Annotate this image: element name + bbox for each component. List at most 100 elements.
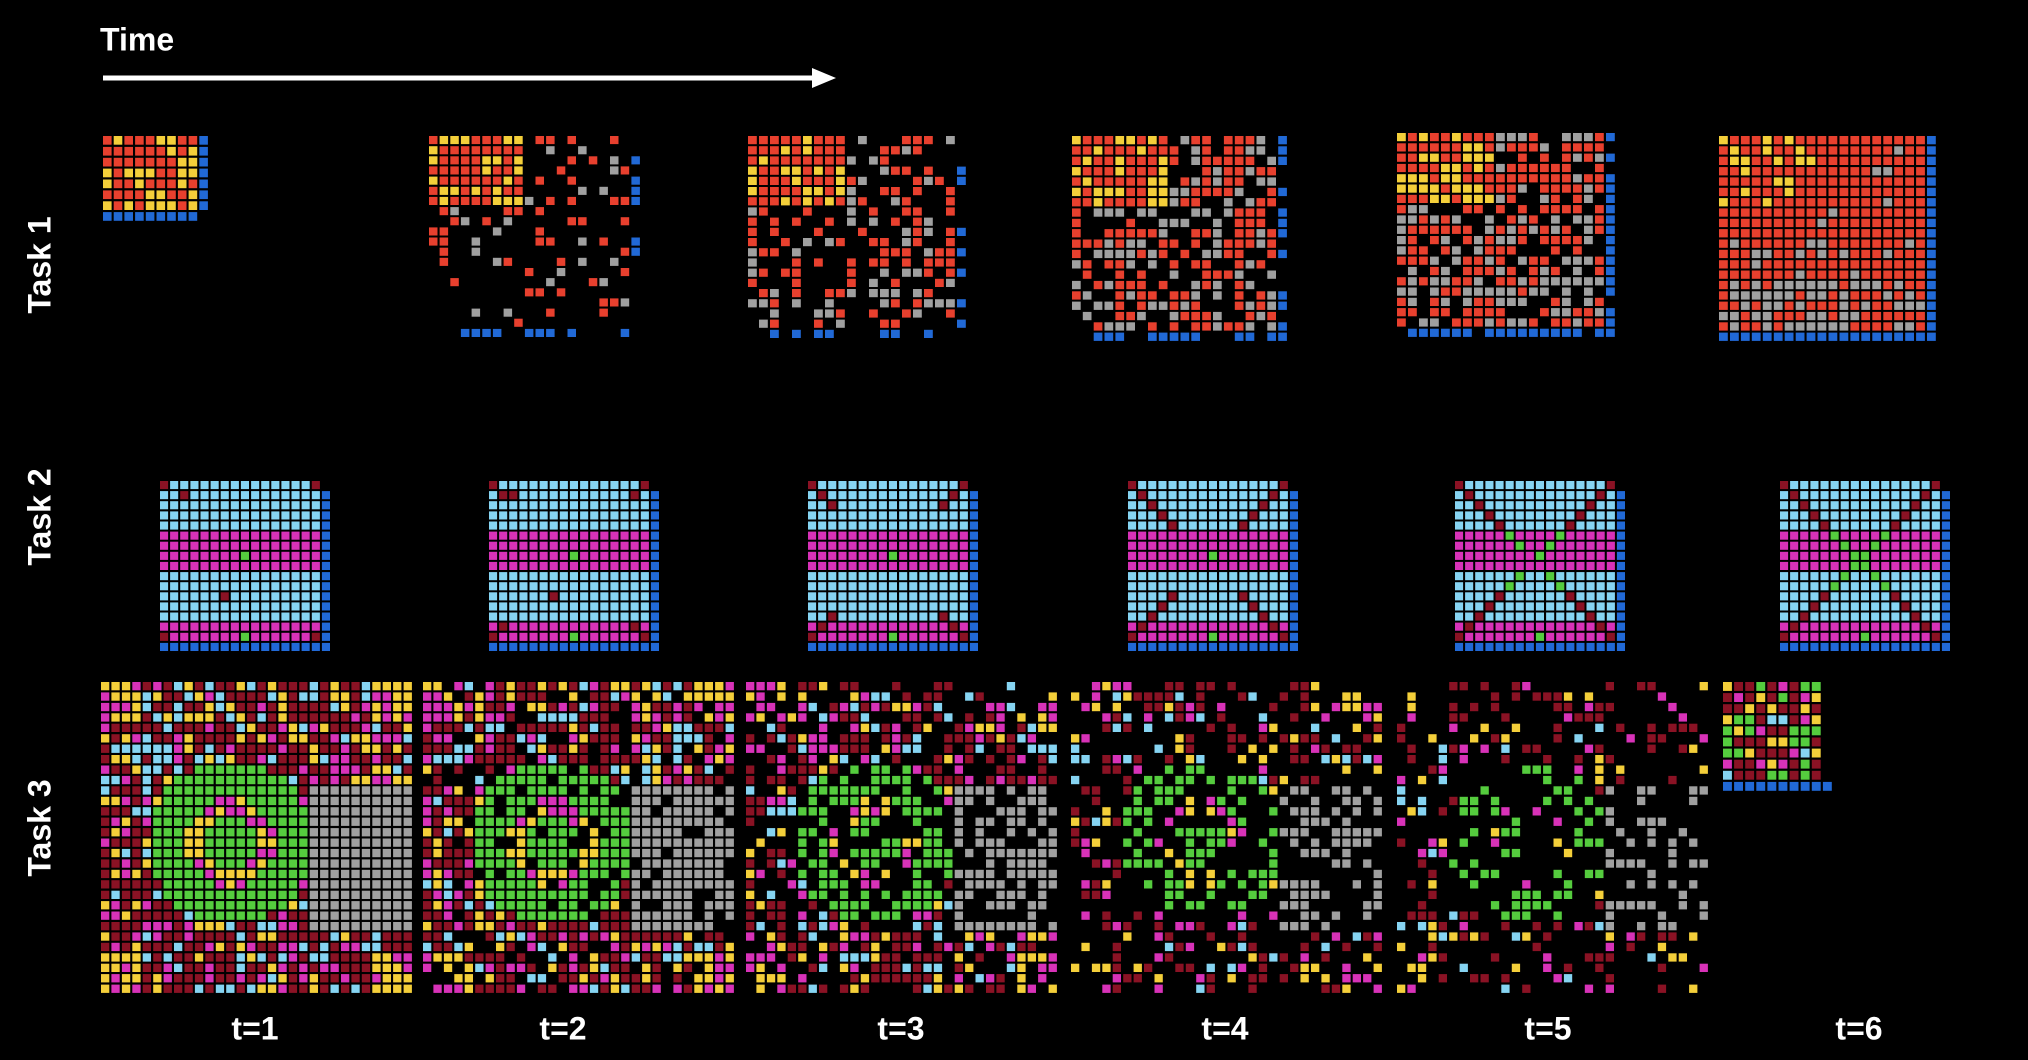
- cell: [1596, 541, 1605, 550]
- cell: [567, 176, 576, 185]
- cell: [1495, 481, 1504, 490]
- cell: [959, 491, 968, 500]
- cell: [1495, 491, 1504, 500]
- cell: [1871, 491, 1880, 500]
- cell: [1178, 511, 1187, 520]
- cell: [230, 481, 239, 490]
- cell: [194, 734, 204, 743]
- cell: [1850, 501, 1859, 510]
- cell: [808, 501, 817, 510]
- cell: [819, 744, 828, 753]
- cell: [519, 491, 528, 500]
- cell: [199, 136, 208, 145]
- cell: [673, 723, 682, 732]
- cell: [496, 713, 505, 722]
- cell: [516, 828, 526, 837]
- cell: [725, 713, 734, 722]
- cell: [781, 166, 790, 175]
- cell: [1259, 501, 1268, 510]
- cell: [600, 682, 609, 691]
- cell: [539, 612, 548, 621]
- cell: [558, 713, 567, 722]
- cell: [725, 953, 734, 962]
- cell: [621, 817, 630, 826]
- cell: [1576, 642, 1585, 651]
- cell: [113, 190, 123, 200]
- cell: [1784, 332, 1794, 341]
- cell: [1535, 622, 1544, 631]
- cell: [299, 765, 308, 774]
- cell: [499, 612, 508, 621]
- cell: [610, 775, 620, 785]
- cell: [756, 682, 765, 691]
- cell: [949, 521, 958, 530]
- cell: [539, 582, 548, 591]
- cell: [489, 572, 498, 581]
- cell: [1616, 632, 1625, 641]
- cell: [640, 531, 649, 540]
- cell: [590, 521, 599, 530]
- cell: [1485, 328, 1494, 337]
- cell: [1894, 218, 1903, 228]
- cell: [704, 848, 713, 858]
- cell: [454, 744, 463, 753]
- cell: [1916, 229, 1925, 238]
- cell: [1751, 239, 1761, 248]
- cell: [309, 682, 318, 691]
- cell: [1566, 642, 1575, 651]
- cell: [205, 828, 214, 837]
- cell: [1773, 301, 1783, 310]
- cell: [704, 942, 713, 952]
- cell: [1474, 143, 1483, 152]
- cell: [829, 744, 838, 753]
- cell: [1891, 541, 1900, 550]
- cell: [579, 702, 588, 712]
- cell: [1229, 481, 1238, 490]
- cell: [1871, 541, 1880, 550]
- cell: [580, 612, 589, 621]
- cell: [1860, 561, 1869, 570]
- cell: [288, 963, 298, 972]
- cell: [251, 602, 260, 611]
- cell: [1219, 622, 1228, 631]
- cell: [1178, 551, 1187, 560]
- cell: [610, 166, 619, 175]
- cell: [485, 984, 494, 993]
- cell: [814, 146, 823, 155]
- cell: [301, 561, 310, 570]
- cell: [1515, 642, 1524, 651]
- cell: [1586, 612, 1595, 621]
- cell: [663, 692, 672, 701]
- cell: [569, 807, 578, 816]
- cell: [1911, 481, 1920, 490]
- cell: [267, 828, 277, 837]
- cell: [642, 859, 651, 868]
- cell: [1465, 541, 1474, 550]
- cell: [1840, 632, 1849, 641]
- cell: [580, 531, 589, 540]
- cell: [1540, 277, 1549, 286]
- cell: [240, 481, 249, 490]
- cell: [1463, 225, 1472, 234]
- cell: [1905, 291, 1914, 300]
- cell: [1485, 531, 1494, 540]
- cell: [792, 258, 801, 267]
- cell: [631, 755, 640, 764]
- cell: [341, 880, 350, 889]
- cell: [188, 190, 198, 200]
- cell: [558, 859, 567, 868]
- cell: [1463, 287, 1472, 296]
- cell: [1894, 332, 1903, 341]
- cell: [888, 551, 897, 560]
- cell: [361, 869, 371, 879]
- cell: [341, 890, 350, 899]
- cell: [839, 744, 849, 753]
- cell: [539, 541, 548, 550]
- cell: [170, 511, 179, 520]
- cell: [683, 890, 693, 899]
- cell: [1941, 582, 1950, 591]
- cell: [236, 682, 245, 691]
- cell: [320, 682, 329, 691]
- cell: [1213, 270, 1222, 279]
- cell: [1556, 592, 1565, 601]
